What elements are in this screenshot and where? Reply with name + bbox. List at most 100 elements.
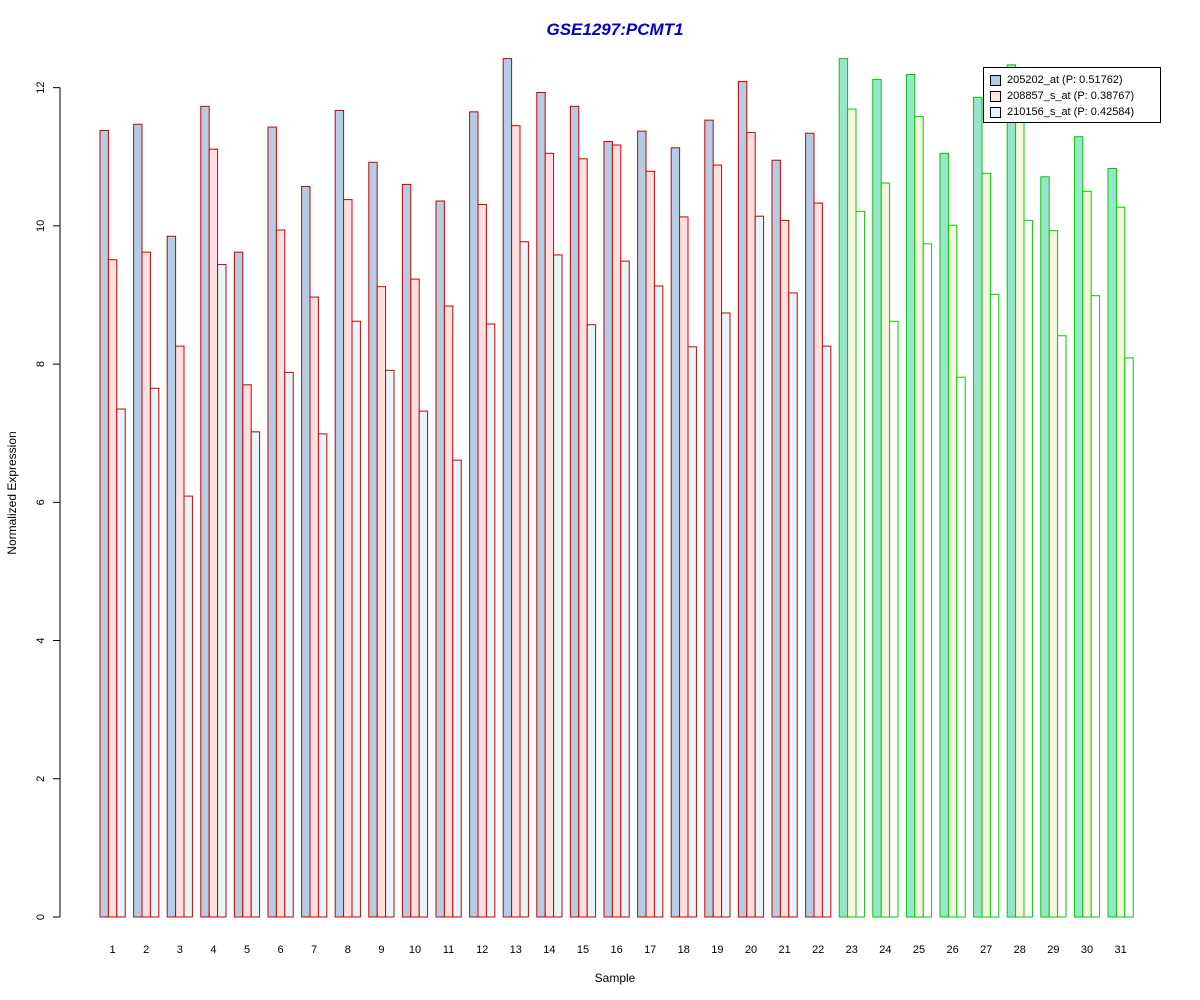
bar	[217, 264, 227, 918]
legend-swatch	[990, 74, 1001, 86]
bar	[847, 108, 857, 918]
bar	[922, 243, 933, 918]
x-tick-label: 23	[846, 944, 858, 956]
bar	[301, 185, 311, 918]
y-tick-label: 4	[35, 637, 47, 643]
bars-group	[99, 58, 1134, 918]
bar	[779, 219, 790, 918]
y-tick-label: 8	[35, 361, 47, 367]
legend-item: 210156_s_at (P: 0.42584)	[990, 104, 1154, 120]
bar	[116, 408, 126, 918]
bar	[309, 296, 319, 918]
bar	[989, 293, 1000, 918]
bar	[1115, 206, 1126, 918]
bar	[1090, 295, 1101, 918]
bar	[452, 459, 462, 918]
bar	[250, 431, 261, 918]
bar	[939, 152, 949, 918]
chart-title: GSE1297:PCMT1	[546, 20, 684, 39]
bar	[855, 210, 865, 918]
bar	[1124, 357, 1134, 918]
x-axis-label: Sample	[594, 971, 636, 985]
bar	[410, 278, 420, 918]
bar	[788, 292, 798, 918]
bar	[553, 254, 563, 918]
bar	[569, 105, 580, 918]
bar	[149, 387, 160, 918]
bar	[1006, 64, 1017, 918]
bar	[889, 320, 899, 918]
bar	[1107, 168, 1117, 918]
bar	[670, 147, 681, 918]
x-tick-label: 9	[378, 944, 384, 956]
bar	[679, 216, 689, 918]
bar	[620, 260, 630, 918]
x-tick-label: 13	[510, 944, 522, 956]
x-tick-label: 8	[345, 944, 351, 956]
y-tick-label: 2	[35, 776, 47, 782]
bar	[175, 345, 185, 918]
bar	[813, 202, 823, 918]
bar	[704, 119, 714, 918]
bar	[435, 200, 445, 918]
x-tick-label: 1	[110, 944, 116, 956]
y-axis-label: Normalized Expression	[5, 431, 19, 555]
x-tick-label: 2	[143, 944, 149, 956]
x-tick-label: 4	[210, 944, 216, 956]
bar	[418, 410, 429, 918]
bar	[880, 182, 891, 918]
x-tick-label: 16	[610, 944, 622, 956]
x-tick-label: 26	[946, 944, 958, 956]
bar	[275, 229, 286, 918]
x-tick-label: 31	[1114, 944, 1126, 956]
bar	[653, 285, 664, 918]
bar	[200, 105, 210, 918]
x-tick-label: 28	[1014, 944, 1026, 956]
x-tick-label: 7	[311, 944, 317, 956]
bar	[511, 125, 521, 918]
bar	[376, 286, 387, 918]
bar	[141, 251, 151, 918]
bar	[469, 111, 479, 918]
bar	[981, 172, 991, 918]
bar	[208, 148, 219, 918]
x-tick-label: 29	[1047, 944, 1059, 956]
bar	[645, 170, 655, 918]
bar	[385, 369, 395, 918]
bar	[1015, 97, 1025, 918]
x-tick-label: 24	[879, 944, 891, 956]
bar	[737, 80, 748, 918]
x-tick-label: 21	[778, 944, 790, 956]
bar	[956, 376, 966, 918]
bar	[905, 74, 916, 918]
x-tick-label: 17	[644, 944, 656, 956]
bar	[1082, 190, 1092, 918]
x-tick-label: 5	[244, 944, 250, 956]
bar	[166, 235, 177, 918]
bar	[947, 224, 958, 918]
bar	[712, 164, 723, 918]
bar	[1073, 136, 1084, 918]
x-tick-labels: 1 2 3 4 5 6 7 8 9 10 11 12 13 14 15 16 17 18 19 20 21 22 23 24 2…	[110, 944, 1127, 956]
legend-swatch	[990, 90, 1001, 102]
y-tick-label: 6	[35, 499, 47, 505]
bar	[872, 78, 882, 918]
bar	[1048, 230, 1059, 918]
legend-swatch	[990, 106, 1001, 118]
x-tick-label: 30	[1081, 944, 1093, 956]
x-tick-label: 6	[278, 944, 284, 956]
bar	[502, 58, 513, 918]
bar	[107, 259, 118, 918]
x-tick-label: 3	[177, 944, 183, 956]
bar	[133, 123, 143, 918]
bar	[721, 312, 731, 918]
bar	[805, 132, 815, 918]
x-tick-label: 20	[745, 944, 757, 956]
bar	[687, 346, 697, 918]
x-tick-label: 22	[812, 944, 824, 956]
bar	[611, 144, 622, 918]
bar	[754, 215, 765, 918]
x-tick-label: 27	[980, 944, 992, 956]
bar	[183, 495, 193, 918]
